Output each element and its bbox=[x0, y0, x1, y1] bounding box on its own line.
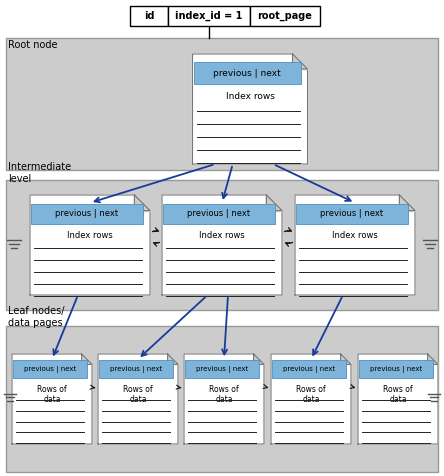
Text: Intermediate
level: Intermediate level bbox=[8, 162, 71, 184]
FancyArrowPatch shape bbox=[350, 385, 354, 388]
Text: previous | next: previous | next bbox=[283, 366, 335, 373]
FancyArrowPatch shape bbox=[263, 385, 267, 388]
Text: Index rows: Index rows bbox=[67, 231, 113, 240]
Text: Index rows: Index rows bbox=[332, 231, 378, 240]
FancyArrowPatch shape bbox=[90, 385, 95, 389]
Bar bbox=[272, 360, 346, 378]
Text: previous | next: previous | next bbox=[24, 366, 76, 373]
Text: previous | next: previous | next bbox=[320, 209, 384, 218]
Text: previous | next: previous | next bbox=[56, 209, 119, 218]
FancyArrowPatch shape bbox=[285, 228, 291, 232]
Text: Index rows: Index rows bbox=[226, 92, 274, 101]
Polygon shape bbox=[193, 54, 308, 164]
Polygon shape bbox=[135, 195, 150, 210]
Bar bbox=[163, 204, 275, 224]
Bar bbox=[6, 326, 438, 472]
Text: previous | next: previous | next bbox=[196, 366, 248, 373]
FancyArrowPatch shape bbox=[154, 242, 159, 246]
Bar bbox=[6, 38, 438, 170]
FancyArrowPatch shape bbox=[285, 242, 293, 246]
Bar bbox=[194, 62, 301, 84]
Bar bbox=[13, 360, 87, 378]
FancyArrowPatch shape bbox=[176, 385, 181, 389]
Text: Root node: Root node bbox=[8, 40, 58, 50]
Text: previous | next: previous | next bbox=[370, 366, 422, 373]
Text: Rows of
data: Rows of data bbox=[296, 385, 326, 404]
Text: previous | next: previous | next bbox=[110, 366, 162, 373]
Polygon shape bbox=[293, 54, 308, 69]
Text: index_id = 1: index_id = 1 bbox=[175, 11, 243, 21]
Text: Rows of
data: Rows of data bbox=[209, 385, 239, 404]
Bar bbox=[359, 360, 433, 378]
Text: Index rows: Index rows bbox=[199, 231, 245, 240]
Bar bbox=[6, 180, 438, 310]
Text: Rows of
data: Rows of data bbox=[37, 385, 67, 404]
FancyArrowPatch shape bbox=[152, 228, 158, 232]
Text: root_page: root_page bbox=[258, 11, 313, 21]
Polygon shape bbox=[82, 354, 92, 365]
Text: id: id bbox=[144, 11, 154, 21]
Polygon shape bbox=[12, 354, 92, 444]
Bar bbox=[185, 360, 259, 378]
Polygon shape bbox=[428, 354, 438, 365]
Polygon shape bbox=[184, 354, 264, 444]
Text: Rows of
data: Rows of data bbox=[383, 385, 413, 404]
Text: previous | next: previous | next bbox=[213, 69, 281, 78]
Text: previous | next: previous | next bbox=[187, 209, 250, 218]
Polygon shape bbox=[167, 354, 178, 365]
Bar bbox=[296, 204, 408, 224]
Bar bbox=[99, 360, 173, 378]
Bar bbox=[250, 6, 320, 26]
Polygon shape bbox=[98, 354, 178, 444]
Polygon shape bbox=[254, 354, 264, 365]
Text: Leaf nodes/
data pages: Leaf nodes/ data pages bbox=[8, 306, 64, 327]
Polygon shape bbox=[400, 195, 415, 210]
Polygon shape bbox=[271, 354, 351, 444]
Bar bbox=[130, 6, 168, 26]
Text: Rows of
data: Rows of data bbox=[123, 385, 153, 404]
Bar bbox=[31, 204, 143, 224]
Polygon shape bbox=[358, 354, 438, 444]
Polygon shape bbox=[30, 195, 150, 295]
Polygon shape bbox=[162, 195, 282, 295]
Polygon shape bbox=[295, 195, 415, 295]
Bar bbox=[168, 6, 250, 26]
Polygon shape bbox=[266, 195, 282, 210]
Polygon shape bbox=[341, 354, 351, 365]
